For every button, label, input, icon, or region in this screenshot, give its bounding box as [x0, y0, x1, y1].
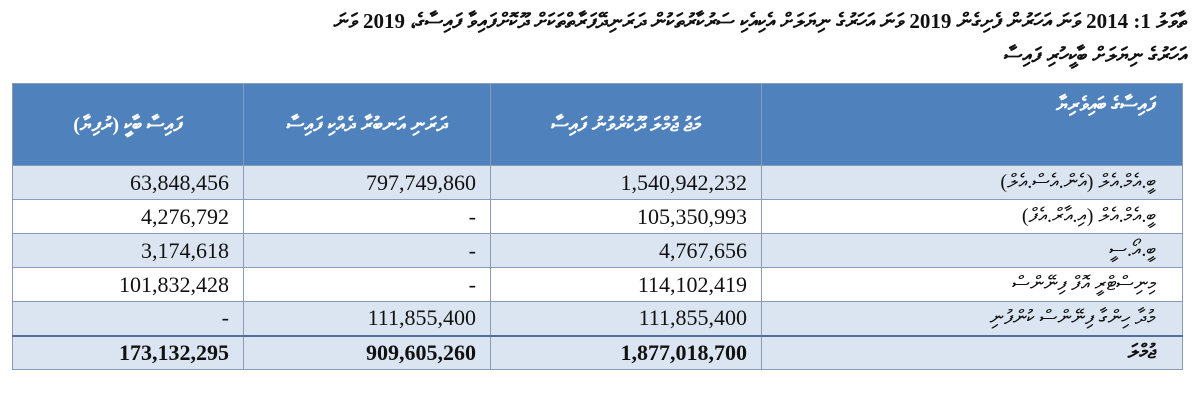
table-total-row: 173,132,295 909,605,260 1,877,018,700 ޖު…: [12, 334, 1183, 370]
table-header-row: ފައިސާ ބާކީ (ރުފިޔާ) ދަރަނި އަނބުރާ ދެއް…: [12, 83, 1183, 166]
table-row: 101,832,428 - 114,102,419 މިނިސްޓްރީ އޮފ…: [12, 267, 1183, 302]
cell-repaid: -: [243, 267, 491, 302]
cell-disbursed: 4,767,656: [490, 233, 762, 268]
header-repaid: ދަރަނި އަނބުރާ ދެއްކި ފައިސާ: [243, 83, 491, 166]
cell-outstanding: 4,276,792: [12, 199, 244, 234]
cell-disbursed: 114,102,419: [490, 267, 762, 302]
header-disbursed: މަޖު ޖުމްލަ ދޫކުރެވުނު ފައިސާ: [490, 83, 762, 166]
total-disbursed: 1,877,018,700: [490, 334, 762, 370]
caption-line-2: އަހަރުގެ ނިޔަލަށް ބާކީހުރި ފައިސާ: [1004, 43, 1187, 67]
total-label: ޖުމްލަ: [761, 334, 1183, 370]
cell-source: ބީ.އޯ.ސީ: [761, 233, 1183, 268]
total-repaid: 909,605,260: [243, 334, 491, 370]
table-row: 4,276,792 - 105,350,993 ބީ.އެމް.އެލް (އި…: [12, 199, 1183, 234]
cell-outstanding: 3,174,618: [12, 233, 244, 268]
cell-source: މިނިސްޓްރީ އޮފް ފިނޭންސް: [761, 267, 1183, 302]
cell-outstanding: 101,832,428: [12, 267, 244, 302]
cell-disbursed: 111,855,400: [490, 301, 762, 336]
table-caption: ތާވަލު 1: 2014 ވަނަ އަހަރުން ފެށިގެން 20…: [0, 0, 1193, 72]
table-row: 63,848,456 797,749,860 1,540,942,232 ބީ.…: [12, 165, 1183, 200]
cell-disbursed: 105,350,993: [490, 199, 762, 234]
cell-source: ބީ.އެމް.އެލް (އި.އާރް.އެފް): [761, 199, 1183, 234]
header-source: ފައިސާގެ ބައިވެރިޔާ: [761, 83, 1183, 166]
table-row: - 111,855,400 111,855,400 މުދާ ހިންގާ ފި…: [12, 301, 1183, 336]
cell-repaid: 111,855,400: [243, 301, 491, 336]
cell-repaid: 797,749,860: [243, 165, 491, 200]
cell-repaid: -: [243, 233, 491, 268]
cell-disbursed: 1,540,942,232: [490, 165, 762, 200]
cell-source: ބީ.އެމް.އެލް (އެން.އެސް.އެލް): [761, 165, 1183, 200]
cell-outstanding: 63,848,456: [12, 165, 244, 200]
table-row: 3,174,618 - 4,767,656 ބީ.އޯ.ސީ: [12, 233, 1183, 268]
total-outstanding: 173,132,295: [12, 334, 244, 370]
cell-repaid: -: [243, 199, 491, 234]
caption-line-1: ތާވަލު 1: 2014 ވަނަ އަހަރުން ފެށިގެން 20…: [333, 9, 1187, 33]
header-outstanding: ފައިސާ ބާކީ (ރުފިޔާ): [12, 83, 244, 166]
cell-outstanding: -: [12, 301, 244, 336]
cell-source: މުދާ ހިންގާ ފިނޭންސް ކުންފުނި: [761, 301, 1183, 336]
loan-disbursement-table: ފައިސާ ބާކީ (ރުފިޔާ) ދަރަނި އަނބުރާ ދެއް…: [12, 83, 1183, 370]
